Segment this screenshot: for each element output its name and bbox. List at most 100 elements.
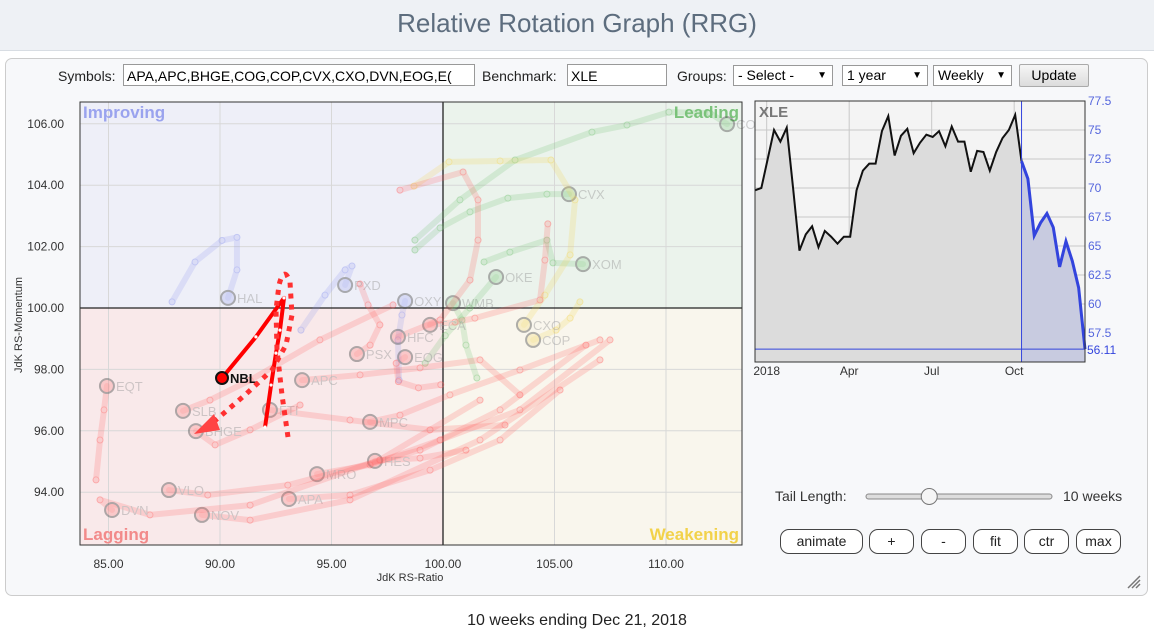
price-y-tick-label: 77.5 — [1088, 94, 1112, 108]
head-point — [366, 452, 383, 469]
tail-length-slider[interactable] — [865, 488, 1053, 505]
tail-point — [246, 376, 254, 384]
tail-point — [394, 378, 402, 386]
last-value-label: 56.11 — [1087, 343, 1116, 357]
tail-point — [246, 516, 254, 524]
date-range-caption: 10 weeks ending Dec 21, 2018 — [467, 612, 687, 629]
tail-point — [566, 251, 574, 259]
center-button[interactable]: ctr — [1024, 529, 1069, 554]
tail-point — [543, 190, 551, 198]
tail-point — [346, 491, 354, 499]
head-point — [215, 370, 230, 385]
fit-button[interactable]: fit — [973, 529, 1018, 554]
symbol-label: COP — [542, 333, 570, 348]
symbol-label: CXO — [533, 318, 561, 333]
symbol-eqt: EQT — [92, 377, 143, 484]
tail-line — [285, 386, 564, 502]
period-select[interactable]: 1 year ▼ — [842, 65, 928, 86]
tail-line — [393, 354, 444, 391]
tail-point — [566, 314, 574, 322]
x-tick-label: 105.00 — [536, 557, 573, 571]
page-header: Relative Rotation Graph (RRG) — [0, 0, 1154, 51]
quadrant-label-lagging: Lagging — [83, 525, 149, 544]
y-tick-label: 102.00 — [27, 240, 64, 254]
y-axis-label: JdK RS-Momentum — [13, 277, 25, 373]
price-chart-title: XLE — [759, 104, 788, 121]
rrg-chart[interactable]: Improving Leading Weakening Lagging HAL P… — [13, 101, 766, 584]
tail-point — [389, 301, 397, 309]
head-point — [220, 289, 237, 306]
tail-point — [459, 168, 467, 176]
symbol-label: HAL — [237, 291, 262, 306]
zoom-out-button[interactable]: - — [921, 529, 966, 554]
head-point — [488, 268, 505, 285]
head-point — [515, 316, 532, 333]
frequency-select-value: Weekly — [938, 67, 984, 83]
symbol-label: HES — [384, 454, 411, 469]
groups-select[interactable]: - Select - ▼ — [733, 65, 833, 86]
tail-line — [179, 301, 397, 414]
slider-track[interactable] — [865, 493, 1053, 500]
x-axis-label: JdK RS-Ratio — [377, 572, 444, 584]
symbol-label: EOG — [414, 350, 443, 365]
tail-line — [394, 297, 409, 384]
tail-point — [556, 386, 564, 394]
symbol-label: SLB — [192, 404, 217, 419]
tail-point — [504, 194, 512, 202]
slider-thumb[interactable] — [920, 488, 938, 505]
tail-point — [471, 314, 479, 322]
head-point — [719, 116, 736, 133]
tail-point — [410, 182, 418, 190]
tail-line — [411, 191, 572, 253]
symbol-cvx: CVX — [411, 186, 605, 254]
tail-point — [392, 359, 400, 367]
price-y-tick-label: 65 — [1088, 239, 1102, 253]
benchmark-input[interactable]: XLE — [567, 64, 667, 86]
symbol-label: OXY — [414, 294, 442, 309]
tail-point — [269, 383, 273, 387]
max-button[interactable]: max — [1076, 529, 1121, 554]
symbol-eca: ECA — [422, 220, 552, 333]
tail-point — [282, 296, 286, 300]
tail-point — [516, 406, 524, 414]
tail-point — [211, 441, 219, 449]
tail-point — [396, 411, 404, 419]
tail-point — [474, 196, 482, 204]
symbol-eog: EOG — [392, 349, 445, 392]
tail-point — [480, 258, 488, 266]
update-button[interactable]: Update — [1019, 64, 1089, 87]
frequency-select[interactable]: Weekly ▼ — [933, 65, 1012, 86]
tail-line — [192, 402, 304, 448]
groups-label: Groups: — [677, 68, 727, 84]
quadrant-leading — [443, 102, 742, 308]
tail-point — [411, 246, 419, 254]
tail-point — [254, 335, 258, 339]
tail-line — [394, 168, 482, 340]
tail-line — [169, 234, 240, 305]
zoom-in-button[interactable]: + — [869, 529, 914, 554]
symbols-label: Symbols: — [58, 68, 116, 84]
symbols-input[interactable]: APA,APC,BHGE,COG,COP,CVX,CXO,DVN,EOG,E( — [123, 64, 475, 86]
tail-point — [466, 208, 474, 216]
tail-point — [296, 401, 304, 409]
animate-button[interactable]: animate — [780, 529, 863, 554]
price-y-tick-label: 67.5 — [1088, 210, 1112, 224]
tail-point — [426, 466, 434, 474]
tail-line — [450, 300, 480, 381]
tail-point — [297, 326, 305, 334]
tail-point — [511, 156, 519, 164]
tail-line — [530, 298, 583, 343]
tail-point — [346, 496, 354, 504]
tail-line — [411, 109, 731, 244]
tail-point — [466, 304, 474, 312]
tail-point — [348, 262, 356, 270]
tail-length-label: Tail Length: — [775, 488, 847, 504]
symbol-wmb: WMB — [445, 295, 494, 382]
tail-point — [191, 258, 199, 266]
head-point — [174, 402, 191, 419]
symbol-apa: APA — [280, 386, 564, 507]
symbol-cop: COP — [525, 298, 584, 348]
price-x-tick-label: Apr — [840, 364, 859, 378]
resize-handle-icon[interactable] — [1127, 575, 1141, 589]
price-y-tick-label: 57.5 — [1088, 326, 1112, 340]
